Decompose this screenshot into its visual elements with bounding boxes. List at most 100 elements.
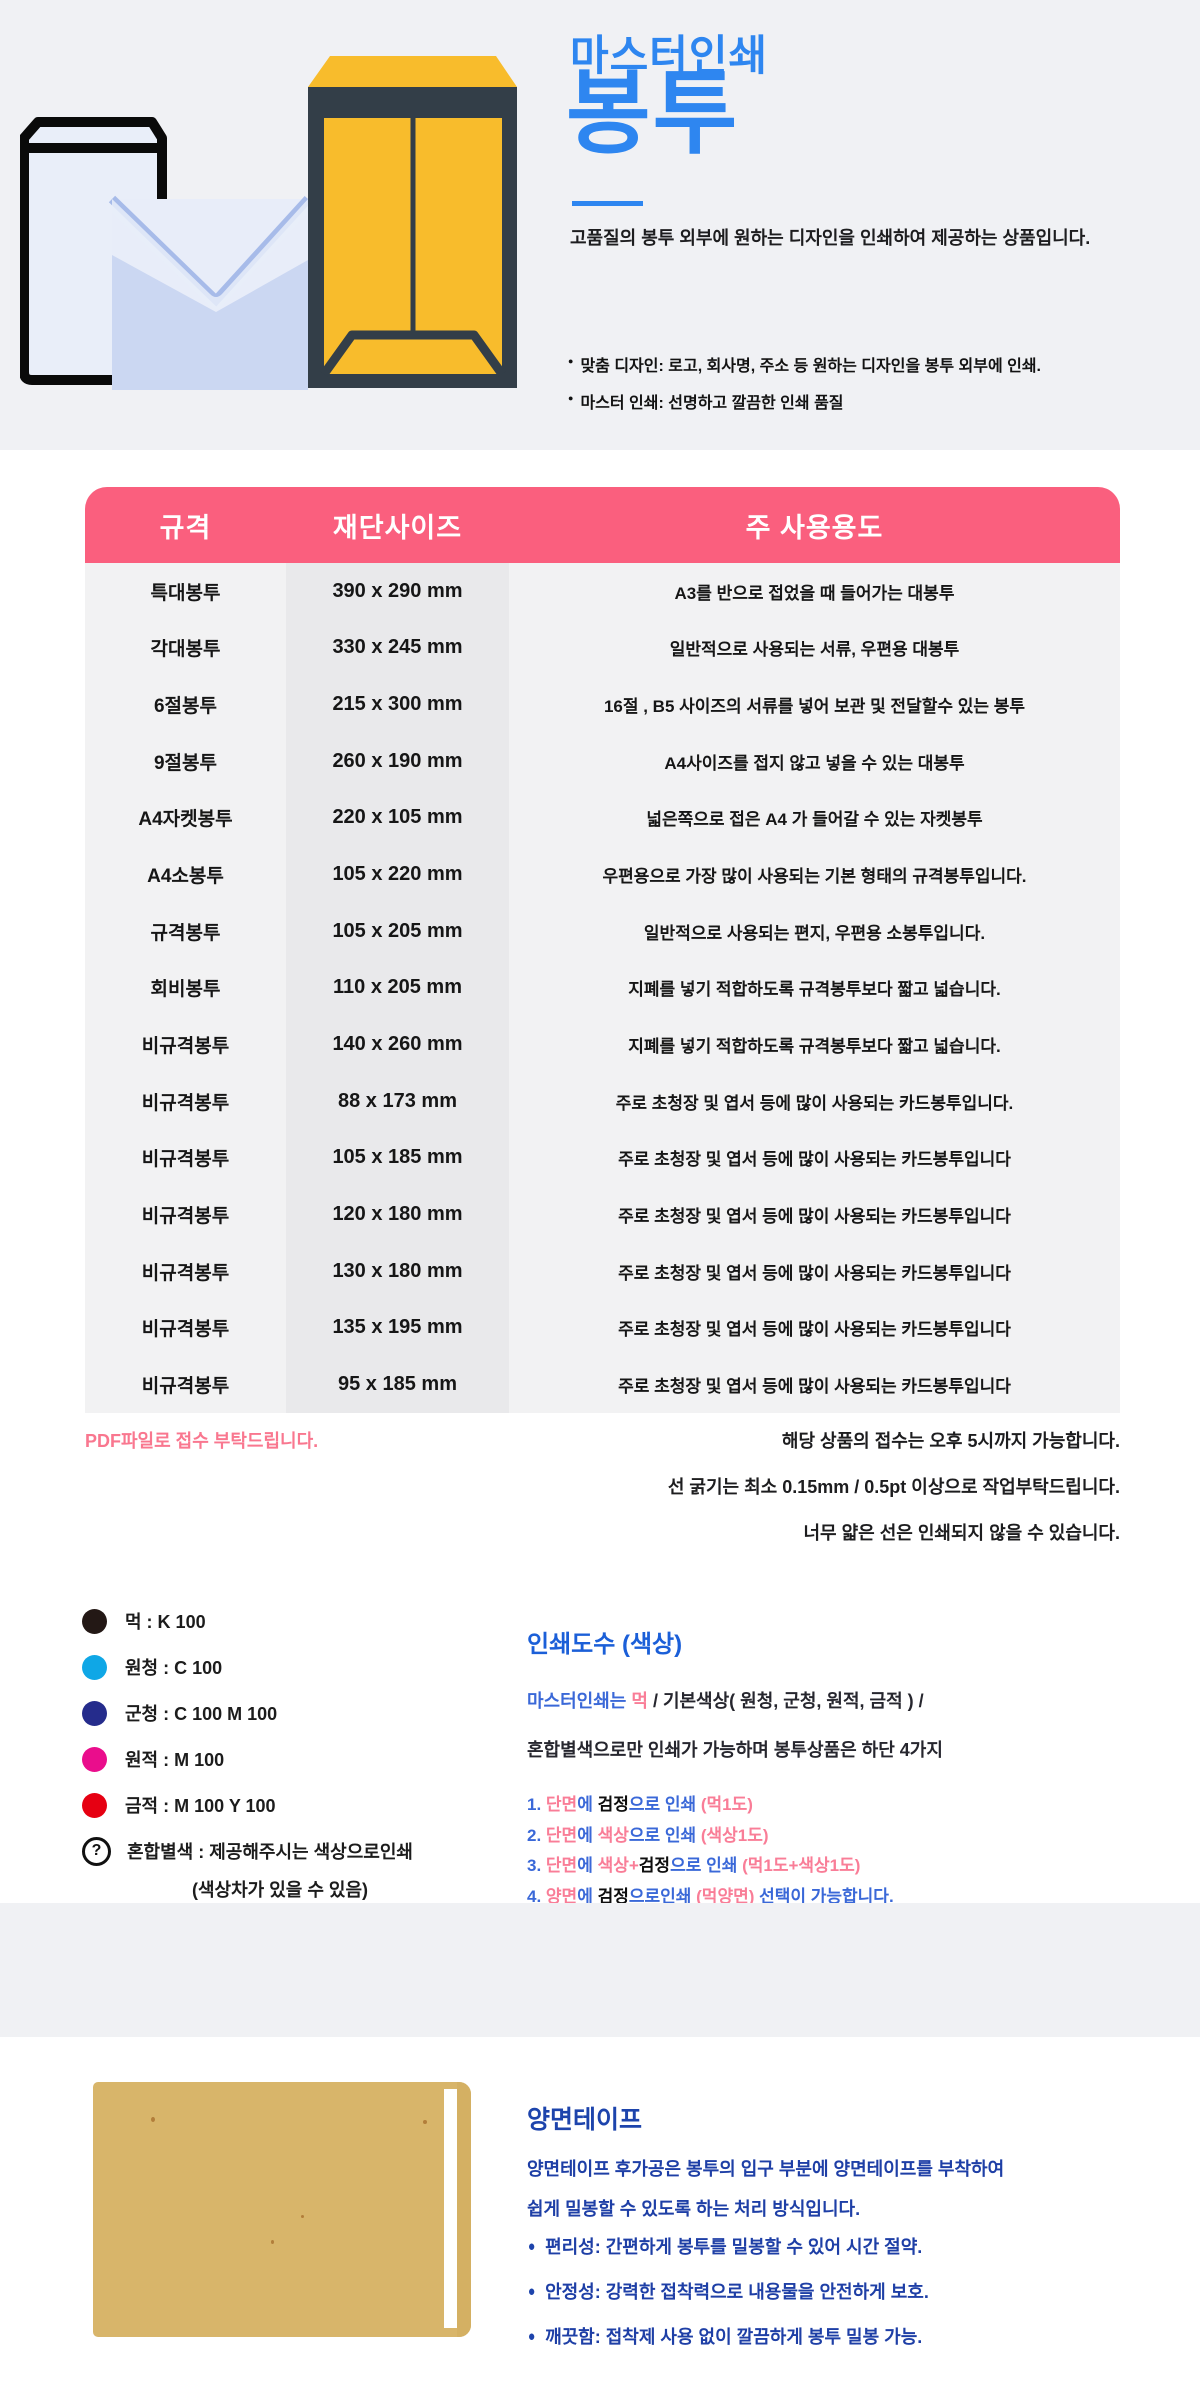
blue-envelope-illustration bbox=[108, 195, 312, 390]
cell-cut-size: 140 x 260 mm bbox=[286, 1016, 509, 1073]
column-header-usage: 주 사용용도 bbox=[745, 512, 884, 543]
title-underline bbox=[572, 201, 643, 206]
text-segment: 마스터인쇄는 bbox=[527, 1691, 632, 1711]
legend-item: 군청 : C 100 M 100 bbox=[82, 1690, 502, 1736]
cell-cut-size: 88 x 173 mm bbox=[286, 1072, 509, 1130]
cell-cut-size: 220 x 105 mm bbox=[286, 789, 509, 847]
legend-item: 먹 : K 100 bbox=[82, 1598, 502, 1644]
cell-usage: 주로 초청장 및 엽서 등에 많이 사용되는 카드봉투입니다 bbox=[509, 1242, 1120, 1300]
text-segment: 에 bbox=[577, 1886, 598, 1906]
bullet-icon: ● bbox=[527, 2237, 536, 2255]
color-dot-icon bbox=[82, 1700, 107, 1726]
legend-label: 원청 : C 100 bbox=[125, 1658, 223, 1678]
order-note-line: 너무 얇은 선은 인쇄되지 않을 수 있습니다. bbox=[803, 1523, 1120, 1543]
tape-paragraph-line2: 쉽게 밀봉할 수 있도록 하는 처리 방식입니다. bbox=[527, 2199, 861, 2219]
text-segment: 검정 bbox=[638, 1856, 671, 1875]
section-divider-band bbox=[0, 1903, 1200, 2037]
tape-benefit-item: ● 안정성: 강력한 접착력으로 내용물을 안전하게 보호. bbox=[527, 2278, 1147, 2304]
text-segment: 으로 인쇄 bbox=[628, 1825, 701, 1845]
text-segment: 혼합별색으로만 인쇄가 가능하며 봉투상품은 하단 4가지 bbox=[527, 1740, 943, 1760]
page-title: 봉투 bbox=[566, 63, 740, 165]
text-segment: 3. bbox=[527, 1856, 546, 1875]
text-segment: 검정 bbox=[597, 1795, 629, 1814]
text-segment: 색상+ bbox=[597, 1856, 639, 1875]
hero-feature-list: ● 맞춤 디자인: 로고, 회사명, 주소 등 원하는 디자인을 봉투 외부에 인… bbox=[568, 352, 1168, 426]
list-item-text: 맞춤 디자인: 로고, 회사명, 주소 등 원하는 디자인을 봉투 외부에 인쇄… bbox=[580, 358, 1041, 375]
text-segment: 4. bbox=[527, 1886, 546, 1906]
order-note-line: 선 굵기는 최소 0.15mm / 0.5pt 이상으로 작업부탁드립니다. bbox=[667, 1477, 1120, 1497]
list-item-text: 마스터 인쇄: 선명하고 깔끔한 인쇄 품질 bbox=[580, 395, 844, 412]
bullet-icon: ● bbox=[527, 2282, 536, 2300]
cell-usage: 주로 초청장 및 엽서 등에 많이 사용되는 카드봉투입니다 bbox=[509, 1356, 1120, 1413]
text-segment: 색상 bbox=[597, 1825, 629, 1845]
color-legend: 먹 : K 100 원청 : C 100 군청 : C 100 M 100 원적 : … bbox=[82, 1598, 502, 1902]
legend-item: 금적 : M 100 Y 100 bbox=[82, 1782, 502, 1828]
cell-cut-size: 105 x 205 mm bbox=[286, 902, 509, 960]
cell-usage: 주로 초청장 및 엽서 등에 많이 사용되는 카드봉투입니다 bbox=[509, 1129, 1120, 1187]
print-info-heading: 인쇄도수 (색상) bbox=[527, 1631, 683, 1658]
cell-usage: A3를 반으로 접었을 때 들어가는 대봉투 bbox=[509, 563, 1120, 620]
text-segment: 단면 bbox=[545, 1795, 578, 1814]
product-description: 고품질의 봉투 외부에 원하는 디자인을 인쇄하여 제공하는 상품입니다. bbox=[570, 228, 1091, 248]
column-header-size-name: 규격 bbox=[159, 512, 212, 543]
cell-cut-size: 110 x 205 mm bbox=[286, 959, 509, 1017]
cell-cut-size: 390 x 290 mm bbox=[286, 563, 509, 620]
text-segment: (먹양면) bbox=[696, 1886, 760, 1906]
cell-usage: 일반적으로 사용되는 서류, 우편용 대봉투 bbox=[509, 619, 1120, 677]
cell-cut-size: 105 x 220 mm bbox=[286, 846, 509, 903]
legend-item: 원청 : C 100 bbox=[82, 1644, 502, 1690]
text-segment: / 기본색상( 원청, 군청, 원적, 금적 ) / bbox=[647, 1691, 924, 1711]
paper-speckle bbox=[301, 2215, 304, 2218]
paper-speckle bbox=[151, 2117, 155, 2122]
spec-table-header: 규격 재단사이즈 주 사용용도 bbox=[85, 487, 1120, 563]
print-option-1: 1. 단면에 검정으로 인쇄 (먹1도) bbox=[527, 1790, 1147, 1821]
brand-title: 마스터인쇄 bbox=[570, 32, 769, 79]
text-segment: 2. bbox=[527, 1825, 546, 1845]
cell-usage: 주로 초청장 및 엽서 등에 많이 사용되는 카드봉투입니다 bbox=[509, 1299, 1120, 1357]
hero-feature-item: ● 맞춤 디자인: 로고, 회사명, 주소 등 원하는 디자인을 봉투 외부에 인… bbox=[568, 352, 1168, 376]
cell-usage: 넓은쪽으로 접은 A4 가 들어갈 수 있는 자켓봉투 bbox=[509, 789, 1120, 847]
hero-section: 마스터인쇄 봉투 고품질의 봉투 외부에 원하는 디자인을 인쇄하여 제공하는 … bbox=[0, 0, 1200, 450]
text-segment: 선택이 가능합니다. bbox=[759, 1886, 894, 1906]
cell-usage: 주로 초청장 및 엽서 등에 많이 사용되는 카드봉투입니다 bbox=[509, 1186, 1120, 1243]
print-info-intro-line1: 마스터인쇄는 먹 / 기본색상( 원청, 군청, 원적, 금적 ) / bbox=[527, 1687, 1147, 1713]
pdf-note: PDF파일로 접수 부탁드립니다. bbox=[85, 1431, 319, 1451]
cell-size-name: 비규격봉투 bbox=[85, 1072, 286, 1130]
hero-feature-item: ● 마스터 인쇄: 선명하고 깔끔한 인쇄 품질 bbox=[568, 389, 1168, 413]
spec-table-body: 특대봉투 390 x 290 mm A3를 반으로 접었을 때 들어가는 대봉투 각대… bbox=[85, 563, 1120, 1413]
text-segment: 으로 인쇄 bbox=[628, 1795, 701, 1814]
print-option-4: 4. 양면에 검정으로인쇄 (먹양면) 선택이 가능합니다. bbox=[527, 1882, 1147, 1913]
cell-size-name: 특대봉투 bbox=[85, 563, 286, 620]
cell-size-name: 6절봉투 bbox=[85, 676, 286, 733]
bullet-icon: ● bbox=[568, 393, 574, 403]
legend-item-mixed: ? 혼합별색 : 제공해주시는 색상으로인쇄 bbox=[82, 1828, 502, 1874]
cell-cut-size: 120 x 180 mm bbox=[286, 1186, 509, 1243]
cell-usage: 16절 , B5 사이즈의 서류를 넣어 보관 및 전달할수 있는 봉투 bbox=[509, 676, 1120, 733]
color-dot-icon bbox=[82, 1608, 107, 1634]
column-header-cut-size: 재단사이즈 bbox=[332, 512, 463, 543]
print-option-2: 2. 단면에 색상으로 인쇄 (색상1도) bbox=[527, 1821, 1147, 1852]
cell-usage: 우편용으로 가장 많이 사용되는 기본 형태의 규격봉투입니다. bbox=[509, 846, 1120, 903]
list-item-text: 편리성: 간편하게 봉투를 밀봉할 수 있어 시간 절약. bbox=[545, 2237, 923, 2257]
text-segment: 으로 인쇄 bbox=[670, 1856, 743, 1875]
cell-usage: 지폐를 넣기 적합하도록 규격봉투보다 짧고 넓습니다. bbox=[509, 959, 1120, 1017]
text-segment: (먹1도+색상1도) bbox=[742, 1856, 861, 1875]
manila-envelope-illustration bbox=[308, 56, 517, 388]
legend-label: 금적 : M 100 Y 100 bbox=[125, 1796, 276, 1816]
print-info-intro-line2: 혼합별색으로만 인쇄가 가능하며 봉투상품은 하단 4가지 bbox=[527, 1736, 1147, 1762]
color-legend-list: 먹 : K 100 원청 : C 100 군청 : C 100 M 100 원적 : … bbox=[82, 1598, 502, 1828]
text-segment: 검정 bbox=[597, 1886, 629, 1906]
legend-label: 군청 : C 100 M 100 bbox=[125, 1704, 278, 1724]
text-segment: 1. bbox=[527, 1795, 546, 1814]
tape-strip bbox=[444, 2089, 457, 2328]
print-color-info: 인쇄도수 (색상) 마스터인쇄는 먹 / 기본색상( 원청, 군청, 원적, 금… bbox=[527, 1624, 1147, 1912]
cell-size-name: 규격봉투 bbox=[85, 902, 286, 960]
list-item-text: 깨끗함: 접착제 사용 없이 깔끔하게 봉투 밀봉 가능. bbox=[545, 2327, 923, 2347]
order-notes: 해당 상품의 접수는 오후 5시까지 가능합니다. 선 굵기는 최소 0.15mm… bbox=[420, 1427, 1120, 1565]
text-segment: 으로인쇄 bbox=[628, 1886, 697, 1906]
cell-cut-size: 105 x 185 mm bbox=[286, 1129, 509, 1187]
cell-size-name: 비규격봉투 bbox=[85, 1299, 286, 1357]
paper-speckle bbox=[423, 2120, 427, 2124]
cell-size-name: 비규격봉투 bbox=[85, 1186, 286, 1243]
